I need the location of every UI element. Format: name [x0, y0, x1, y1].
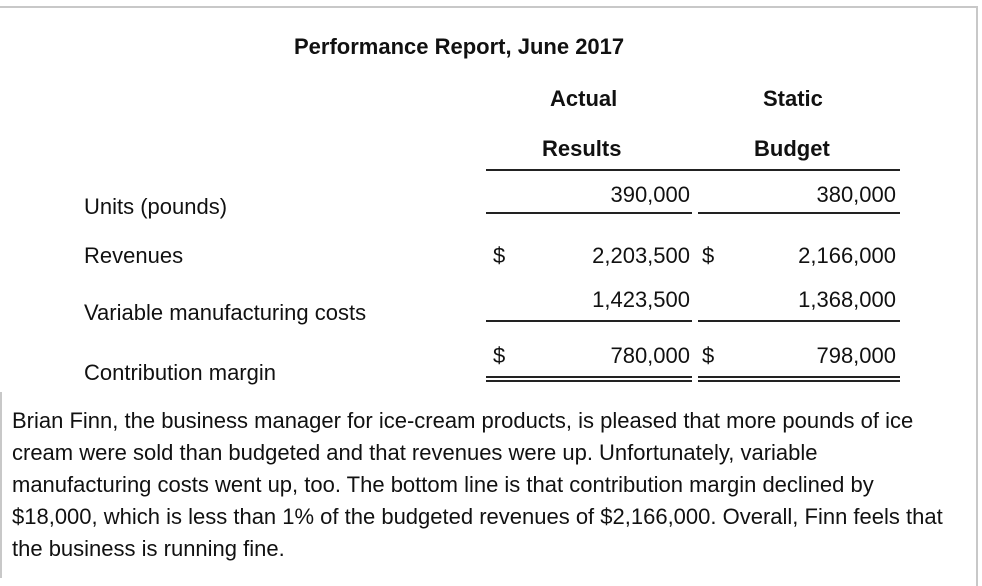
revenues-actual-currency: $: [493, 243, 506, 268]
contribution-margin-actual: 780,000: [610, 343, 690, 368]
variable-costs-rule-actual: [486, 320, 692, 322]
units-rule-actual: [486, 212, 692, 214]
row-label-revenues: Revenues: [84, 243, 184, 268]
static-header-line2: Budget: [754, 136, 830, 161]
contribution-margin-static: 798,000: [816, 343, 896, 368]
actual-header-line1: Actual: [550, 86, 618, 111]
variable-costs-rule-static: [698, 320, 900, 322]
units-rule-static: [698, 212, 900, 214]
units-actual: 390,000: [610, 182, 690, 207]
total-double-rule-actual: [486, 376, 692, 382]
static-header-line1: Static: [763, 86, 823, 111]
report-title: Performance Report, June 2017: [294, 34, 625, 59]
content-frame: [0, 6, 978, 586]
row-label-contribution-margin: Contribution margin: [84, 360, 276, 385]
revenues-static-currency: $: [702, 243, 715, 268]
header-rule: [486, 169, 900, 171]
row-label-variable-costs: Variable manufacturing costs: [84, 300, 367, 325]
content-frame-left-edge: [0, 392, 2, 578]
variable-costs-static: 1,368,000: [798, 287, 896, 312]
row-label-units: Units (pounds): [84, 194, 228, 219]
contribution-margin-static-currency: $: [702, 343, 715, 368]
revenues-actual: 2,203,500: [592, 243, 690, 268]
variable-costs-actual: 1,423,500: [592, 287, 690, 312]
actual-header-line2: Results: [542, 136, 622, 161]
revenues-static: 2,166,000: [798, 243, 896, 268]
total-double-rule-static: [698, 376, 900, 382]
units-static: 380,000: [816, 182, 896, 207]
contribution-margin-actual-currency: $: [493, 343, 506, 368]
commentary-paragraph: Brian Finn, the business manager for ice…: [12, 408, 943, 561]
